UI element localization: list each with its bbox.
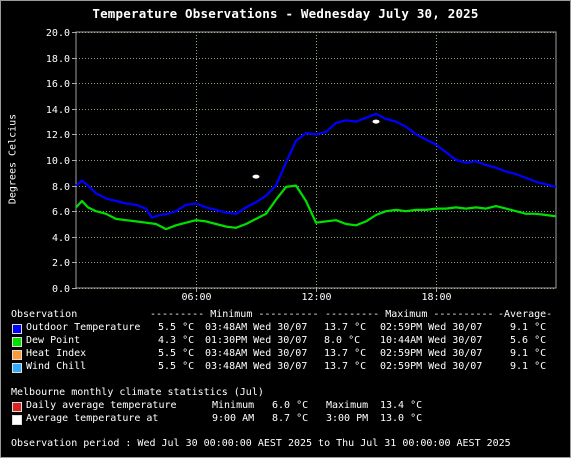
climate-title: Melbourne monthly climate statistics (Ju…	[11, 387, 264, 398]
y-tick-label: 14.0	[46, 105, 70, 116]
y-tick-label: 0.0	[52, 284, 70, 295]
legend-max: 13.7 °C	[324, 361, 367, 372]
climate-marker-daily-average-temperature	[372, 119, 380, 124]
legend-min: 5.5 °C	[158, 322, 195, 333]
legend-max-time: 02:59PM Wed 30/07	[380, 348, 483, 359]
legend-avg: 5.6 °C	[510, 335, 547, 346]
legend-name: Wind Chill	[26, 361, 87, 372]
legend-avg: 9.1 °C	[510, 361, 547, 372]
climate-markers	[252, 119, 380, 179]
legend-name: Dew Point	[26, 335, 81, 346]
legend-row: Heat Index 5.5 °C 03:48AM Wed 30/07 13.7 °C…	[0, 348, 571, 361]
legend-max-time: 10:44AM Wed 30/07	[380, 335, 483, 346]
plot-background	[75, 31, 557, 289]
climate-avg-row: Average temperature at 9:00 AM 8.7 °C 3:…	[0, 413, 571, 426]
legend-max: 13.7 °C	[324, 322, 367, 333]
legend-header-average: -Average-	[498, 309, 553, 320]
legend-swatch	[12, 350, 22, 360]
legend-min: 4.3 °C	[158, 335, 195, 346]
y-tick-label: 16.0	[46, 79, 70, 90]
climate-daily-label: Daily average temperature	[26, 400, 177, 411]
x-tick-label: 06:00	[181, 292, 211, 300]
daily-average-swatch	[12, 402, 22, 412]
legend-row: Outdoor Temperature 5.5 °C 03:48AM Wed 30/…	[0, 322, 571, 335]
legend-min-time: 03:48AM Wed 30/07	[205, 322, 308, 333]
legend-row: Dew Point 4.3 °C 01:30PM Wed 30/07 8.0 °C 10…	[0, 335, 571, 348]
y-tick-label: 18.0	[46, 54, 70, 65]
average-temperature-swatch	[12, 415, 22, 425]
y-tick-label: 12.0	[46, 130, 70, 141]
series-lines	[75, 112, 557, 231]
x-tick-labels: 06:00 12:00 18:00	[181, 292, 451, 300]
climate-avg-val1: 8.7 °C	[272, 413, 309, 424]
climate-avg-time2: 3:00 PM	[326, 413, 369, 424]
grid-lines	[72, 31, 557, 292]
legend-min-time: 03:48AM Wed 30/07	[205, 348, 308, 359]
legend-min: 5.5 °C	[158, 348, 195, 359]
series-line-outdoor-temperature	[75, 112, 557, 219]
climate-avg-time1: 9:00 AM	[212, 413, 255, 424]
climate-marker-average-temperature	[252, 174, 260, 179]
y-tick-labels: 0.0 2.0 4.0 6.0 8.0 10.0 12.0 14.0 16.0 18.0 20.0	[46, 28, 70, 295]
y-tick-label: 4.0	[52, 233, 70, 244]
legend-row: Wind Chill 5.5 °C 03:48AM Wed 30/07 13.7 °C…	[0, 361, 571, 374]
legend-name: Outdoor Temperature	[26, 322, 141, 333]
y-tick-label: 20.0	[46, 28, 70, 39]
climate-daily-row: Daily average temperature Minimum 6.0 °C…	[0, 400, 571, 413]
plot-area: 0.02.04.06.08.010.012.014.016.018.020.0 …	[46, 28, 557, 300]
climate-min-value: 6.0 °C	[272, 400, 309, 411]
legend-min: 5.5 °C	[158, 361, 195, 372]
y-tick-label: 2.0	[52, 258, 70, 269]
legend-swatch	[12, 337, 22, 347]
climate-max-label: Maximum	[326, 400, 369, 411]
chart-title: Temperature Observations - Wednesday Jul…	[92, 6, 479, 21]
legend-name: Heat Index	[26, 348, 87, 359]
legend-header-observation: Observation	[11, 309, 78, 320]
legend-min-time: 01:30PM Wed 30/07	[205, 335, 308, 346]
legend-header-minimum: --------- Minimum ----------	[150, 309, 319, 320]
climate-title-row: Melbourne monthly climate statistics (Ju…	[0, 387, 571, 400]
legend-max: 13.7 °C	[324, 348, 367, 359]
legend-max-time: 02:59PM Wed 30/07	[380, 322, 483, 333]
climate-max-value: 13.4 °C	[380, 400, 423, 411]
legend-avg: 9.1 °C	[510, 322, 547, 333]
climate-avg-label: Average temperature at	[26, 413, 159, 424]
y-tick-label: 8.0	[52, 182, 70, 193]
observation-period: Observation period : Wed Jul 30 00:00:00…	[11, 438, 511, 449]
x-tick-label: 12:00	[301, 292, 331, 300]
series-line-dew-point	[75, 184, 557, 231]
legend-header: Observation --------- Minimum ----------…	[0, 309, 571, 322]
legend-max: 8.0 °C	[324, 335, 361, 346]
legend-header-maximum: --------- Maximum ----------	[325, 309, 494, 320]
footer-row: Observation period : Wed Jul 30 00:00:00…	[0, 438, 571, 451]
y-tick-label: 10.0	[46, 156, 70, 167]
y-tick-label: 6.0	[52, 207, 70, 218]
legend-swatch	[12, 324, 22, 334]
climate-min-label: Minimum	[212, 400, 255, 411]
climate-avg-val2: 13.0 °C	[380, 413, 423, 424]
x-tick-label: 18:00	[421, 292, 451, 300]
legend-max-time: 02:59PM Wed 30/07	[380, 361, 483, 372]
legend-min-time: 03:48AM Wed 30/07	[205, 361, 308, 372]
legend-swatch	[12, 363, 22, 373]
legend-avg: 9.1 °C	[510, 348, 547, 359]
